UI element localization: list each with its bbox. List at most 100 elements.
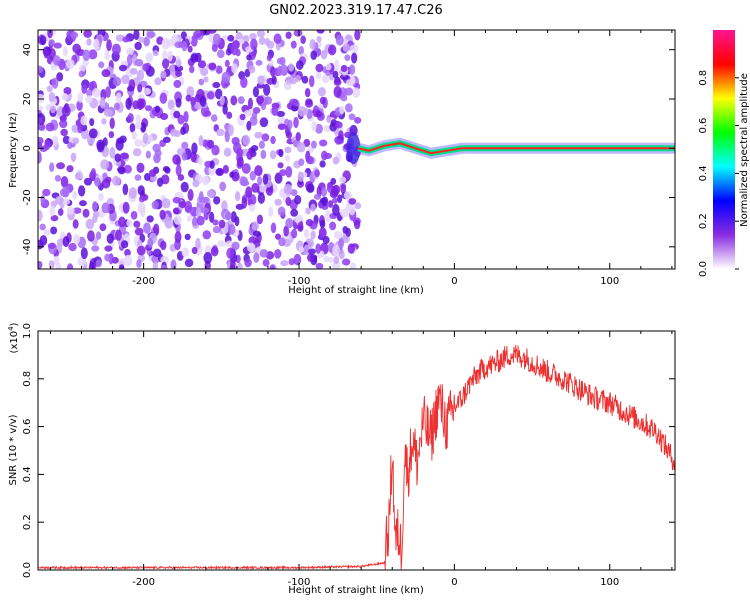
heatmap-cell — [231, 241, 240, 251]
heatmap-cell — [303, 244, 310, 256]
heatmap-cell — [342, 226, 348, 234]
heatmap-cell — [159, 92, 168, 104]
heatmap-cell — [132, 148, 142, 157]
heatmap-cell — [207, 30, 217, 34]
heatmap-cell — [200, 67, 209, 76]
heatmap-cell — [60, 128, 68, 137]
heatmap-cell — [274, 248, 282, 259]
heatmap-cell — [320, 49, 328, 60]
heatmap-cell — [91, 245, 100, 252]
heatmap-cell — [159, 209, 166, 220]
heatmap-cell — [347, 243, 356, 254]
heatmap-cell — [142, 63, 149, 72]
y-tick-label: 1.0 — [22, 323, 33, 339]
heatmap-cell — [338, 130, 344, 141]
heatmap-cell — [212, 219, 219, 226]
heatmap-cell — [143, 173, 151, 182]
heatmap-cell — [54, 195, 64, 205]
heatmap-cell — [176, 59, 182, 68]
heatmap-cell — [229, 171, 235, 178]
heatmap-cell — [55, 262, 62, 269]
heatmap-cell — [184, 233, 191, 241]
heatmap-cell — [90, 168, 97, 178]
heatmap-cell — [298, 158, 305, 166]
heatmap-cell — [140, 122, 147, 133]
heatmap-cell — [293, 216, 302, 223]
heatmap-cell — [104, 49, 110, 61]
heatmap-cell — [135, 114, 142, 123]
heatmap-cell — [242, 35, 250, 43]
heatmap-cell — [252, 107, 261, 114]
heatmap-cell — [298, 220, 304, 231]
heatmap-cell — [38, 136, 44, 145]
heatmap-cell — [323, 125, 331, 133]
heatmap-cell — [198, 135, 204, 147]
x-tick-label: 0 — [451, 577, 457, 588]
heatmap-cell — [234, 191, 241, 202]
heatmap-cell — [142, 132, 149, 144]
heatmap-cell — [248, 65, 256, 74]
heatmap-cell — [96, 139, 105, 151]
heatmap-cell — [160, 255, 170, 265]
heatmap-cell — [133, 220, 141, 228]
heatmap-cell — [276, 110, 286, 118]
heatmap-cell — [38, 117, 43, 125]
spectrogram-x-ticks: -200 -100 0 100 — [49, 30, 673, 287]
heatmap-cell — [45, 122, 55, 132]
heatmap-cell — [240, 179, 250, 187]
heatmap-cell — [321, 74, 330, 83]
heatmap-cell — [151, 200, 159, 210]
heatmap-cell — [236, 262, 243, 269]
heatmap-cell — [134, 58, 144, 67]
heatmap-cell — [66, 263, 74, 269]
y-tick-label: -40 — [22, 239, 33, 255]
heatmap-cell — [119, 264, 125, 269]
heatmap-cell — [319, 219, 326, 229]
heatmap-cell — [190, 35, 198, 47]
heatmap-cell — [173, 215, 182, 225]
heatmap-cell — [268, 206, 274, 218]
heatmap-cell — [315, 243, 321, 254]
heatmap-cell — [152, 261, 158, 269]
heatmap-cell — [210, 246, 219, 257]
heatmap-cell — [313, 193, 322, 200]
heatmap-cell — [332, 197, 338, 204]
heatmap-cell — [80, 247, 88, 260]
heatmap-cell — [160, 240, 167, 251]
heatmap-cell — [249, 32, 257, 41]
heatmap-cell — [310, 140, 317, 149]
snr-y-ticks: 0.0 0.2 0.4 0.6 0.8 1.0 — [22, 323, 675, 578]
y-tick-label: 0.8 — [22, 371, 33, 387]
heatmap-cell — [62, 46, 68, 57]
heatmap-cell — [61, 93, 69, 101]
heatmap-cell — [198, 78, 205, 86]
heatmap-cell — [274, 172, 283, 184]
heatmap-cell — [181, 41, 188, 52]
heatmap-cell — [225, 240, 233, 248]
heatmap-cell — [108, 131, 115, 139]
heatmap-cell — [216, 49, 225, 59]
heatmap-cell — [167, 50, 173, 62]
heatmap-cell — [47, 30, 53, 39]
heatmap-cell — [290, 208, 299, 217]
heatmap-cell — [118, 216, 126, 228]
heatmap-cell — [93, 38, 100, 50]
heatmap-cell — [316, 35, 322, 43]
heatmap-cell — [51, 135, 59, 146]
heatmap-cell — [82, 49, 91, 61]
heatmap-cell — [199, 96, 207, 107]
heatmap-cell — [134, 139, 142, 147]
heatmap-cell — [215, 168, 224, 176]
heatmap-cell — [50, 105, 57, 114]
heatmap-cell — [262, 173, 269, 185]
heatmap-cell — [266, 40, 275, 49]
heatmap-cell — [338, 238, 344, 249]
heatmap-cell — [191, 246, 198, 255]
heatmap-cell — [258, 140, 265, 149]
heatmap-cell — [187, 45, 193, 53]
heatmap-cell — [291, 228, 298, 239]
heatmap-cell — [339, 208, 349, 218]
heatmap-cell — [195, 207, 202, 218]
heatmap-cell — [134, 41, 142, 51]
heatmap-cell — [269, 150, 277, 160]
